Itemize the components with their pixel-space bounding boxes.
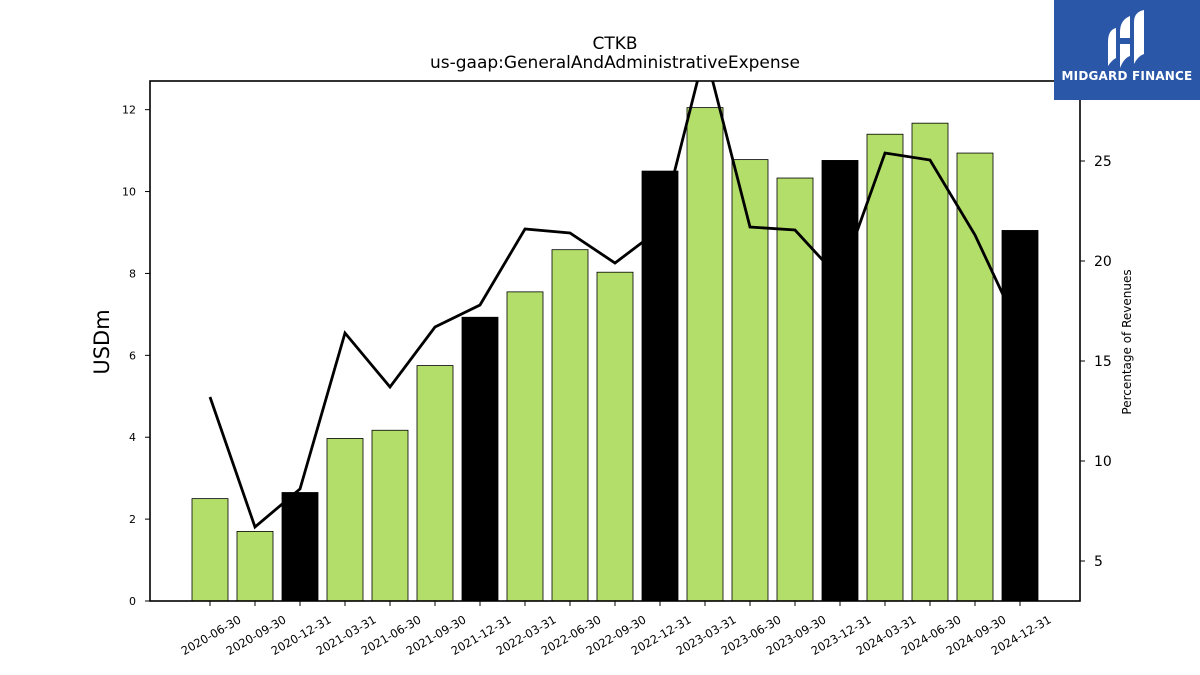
logo-mark-icon	[1108, 10, 1144, 68]
bar-2023-09-30	[776, 177, 814, 602]
y-tick-label: 6	[129, 349, 136, 362]
line-group	[208, 81, 1022, 530]
chart-title: CTKB	[592, 34, 637, 54]
bar-2020-12-31	[281, 492, 319, 602]
percentage-of-revenues-line	[208, 81, 1022, 530]
bar-2024-06-30	[911, 122, 949, 602]
bar-2021-06-30	[371, 429, 409, 602]
y-axis-label: USDm	[90, 309, 114, 374]
bar-2022-12-31	[641, 170, 679, 602]
bar-2022-03-31	[506, 291, 544, 602]
midgard-finance-logo: MIDGARD FINANCE	[1054, 0, 1200, 100]
y2-tick-label: 20	[1094, 254, 1112, 270]
bar-2020-09-30	[236, 530, 274, 602]
y-tick-label: 8	[129, 267, 136, 280]
y-tick-label: 2	[129, 513, 136, 526]
y-tick-label: 4	[129, 431, 136, 444]
y2-axis-label: Percentage of Revenues	[1120, 269, 1134, 414]
y-tick-label: 12	[122, 104, 136, 117]
bar-2022-09-30	[596, 271, 634, 602]
bar-2023-12-31	[821, 160, 859, 602]
bar-2024-12-31	[1001, 230, 1039, 602]
bar-2023-06-30	[731, 159, 769, 602]
y2-tick-label: 5	[1094, 554, 1103, 570]
logo-text: MIDGARD FINANCE	[1061, 69, 1193, 83]
bar-2023-03-31	[686, 107, 724, 602]
bar-2021-09-30	[416, 365, 454, 602]
y2-tick-label: 15	[1094, 354, 1112, 370]
bar-2020-06-30	[191, 498, 229, 602]
bar-2021-12-31	[461, 316, 499, 602]
y-tick-label: 10	[122, 186, 136, 199]
y-tick-label: 0	[129, 595, 136, 608]
chart-subtitle: us-gaap:GeneralAndAdministrativeExpense	[430, 53, 800, 73]
y2-tick-label: 10	[1094, 454, 1112, 470]
bar-2024-09-30	[956, 152, 994, 602]
bars-group	[191, 107, 1039, 602]
bar-2024-03-31	[866, 133, 904, 602]
y2-tick-label: 25	[1094, 154, 1112, 170]
bar-2022-06-30	[551, 249, 589, 602]
bar-2021-03-31	[326, 438, 364, 602]
